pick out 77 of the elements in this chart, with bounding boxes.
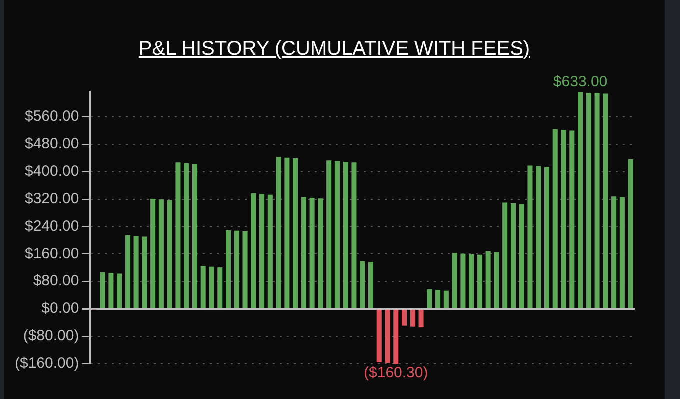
y-tick-label: $0.00 [42,300,80,318]
bar [444,290,449,308]
bar [519,204,524,308]
bar [552,129,558,308]
y-tick-label: $80.00 [33,272,80,290]
bar [394,310,399,364]
data-label: ($160.30) [364,364,428,382]
bar [410,310,416,327]
bar [385,310,390,364]
bar [134,236,139,308]
bar [586,93,592,308]
bar [469,254,474,308]
bar [318,198,324,308]
y-tick-label: $240.00 [24,218,80,235]
bar [293,158,298,308]
bar [544,167,550,308]
y-tick-label: $480.00 [24,136,80,153]
bar [276,157,282,308]
bar [260,194,265,308]
bar [158,200,164,308]
y-tick-label: ($80.00) [23,328,80,345]
bar [125,235,130,308]
bar [192,164,198,308]
bar [150,198,156,308]
bar [561,130,566,308]
bar [301,197,306,308]
bar [368,262,374,308]
bar [594,93,600,308]
bar [620,197,625,308]
bar [460,254,466,308]
bar [200,266,206,308]
bar [284,158,290,308]
bar [452,253,458,308]
bar [100,272,106,308]
bar [209,266,214,308]
bar [510,203,516,308]
bar [603,94,608,308]
bar [376,310,382,363]
bar [108,273,114,308]
bar [502,202,508,308]
bar [242,232,248,308]
bar [612,196,617,308]
bar [528,166,533,308]
y-tick-label: ($160.00) [14,355,80,372]
bar [494,252,500,308]
bar [268,194,273,308]
bar [418,310,424,328]
y-tick-label: $160.00 [24,245,80,262]
bar [117,274,122,308]
bar [326,160,332,308]
bar [352,162,357,308]
bar [628,160,634,308]
bar [486,251,491,308]
bar [536,166,542,308]
bar [570,130,575,308]
bar [334,161,340,308]
bar [343,162,348,308]
bar [226,230,232,308]
data-label: $633.00 [553,74,608,91]
bar [360,261,366,308]
bar [142,236,148,308]
y-tick-label: $320.00 [24,190,80,208]
bar [234,230,240,308]
bar [578,92,584,308]
bar [436,290,441,308]
bar [427,289,432,308]
bar [310,198,315,308]
bar [184,163,190,308]
bar [477,254,482,308]
bar [176,162,181,308]
bar [402,310,408,326]
bar [218,268,223,308]
chart-title: P&L HISTORY (CUMULATIVE WITH FEES) [138,38,532,61]
bar [167,200,172,308]
bar [251,193,256,308]
y-tick-label: $400.00 [24,163,80,180]
y-tick-label: $560.00 [24,108,80,126]
